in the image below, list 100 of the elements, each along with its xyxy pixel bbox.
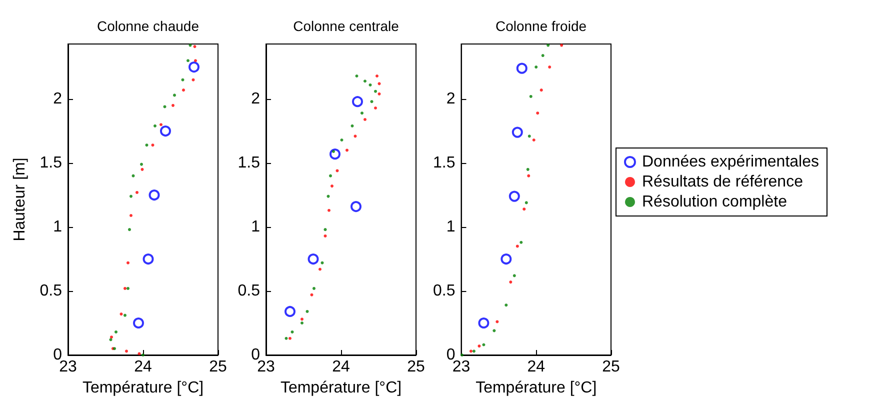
x-tick-label: 23 — [59, 358, 77, 376]
point — [154, 124, 156, 128]
x-axis-title: Température [°C] — [82, 379, 204, 396]
point — [540, 88, 543, 92]
point — [188, 44, 192, 47]
point — [324, 234, 327, 238]
point — [492, 329, 496, 332]
point — [469, 350, 472, 353]
y-tick-label: 2 — [446, 90, 456, 108]
point — [534, 66, 538, 69]
point — [308, 254, 319, 265]
point — [340, 138, 344, 142]
chart-title: Colonne chaude — [97, 18, 200, 34]
point — [350, 201, 362, 212]
point — [496, 320, 499, 324]
point — [532, 138, 536, 142]
point — [478, 344, 481, 348]
point — [138, 352, 141, 356]
point — [512, 274, 516, 278]
x-tick-label: 23 — [257, 358, 275, 376]
x-tick-label: 24 — [332, 358, 350, 376]
point — [355, 74, 358, 78]
point — [182, 88, 185, 92]
chart-title: Colonne froide — [495, 18, 587, 34]
x-tick-label: 25 — [209, 358, 227, 376]
y-tick-label: 0.5 — [238, 282, 260, 300]
point — [520, 240, 523, 244]
point — [526, 168, 530, 171]
point — [354, 134, 357, 138]
x-tick-label: 23 — [452, 358, 470, 376]
point — [288, 336, 292, 340]
y-tick-label: 0.5 — [40, 282, 62, 300]
point — [560, 44, 564, 47]
point — [368, 83, 372, 86]
point — [133, 318, 144, 328]
point — [172, 104, 174, 107]
point — [312, 286, 316, 290]
point — [126, 286, 130, 290]
point — [541, 54, 544, 58]
point — [120, 312, 123, 316]
point — [509, 280, 512, 284]
point — [536, 112, 540, 115]
point — [324, 228, 327, 232]
point — [193, 45, 196, 48]
y-tick-label: 1 — [53, 218, 62, 236]
point — [508, 190, 520, 202]
point — [173, 94, 176, 97]
point — [378, 92, 381, 96]
y-tick-label: 0.5 — [432, 282, 456, 300]
point — [109, 338, 112, 342]
point — [186, 59, 190, 62]
point — [290, 330, 294, 334]
x-tick-label: 24 — [134, 358, 152, 376]
y-tick-label: 1.5 — [40, 154, 62, 172]
point — [300, 322, 304, 325]
x-tick-label: 25 — [602, 358, 620, 376]
point — [326, 194, 330, 198]
y-tick-label: 2 — [53, 90, 62, 108]
point — [130, 214, 132, 217]
x-tick-label: 24 — [527, 358, 546, 376]
point — [374, 90, 377, 93]
point — [460, 354, 464, 356]
y-tick-label: 1.5 — [432, 154, 456, 172]
point — [360, 112, 364, 115]
x-tick-label: 25 — [407, 358, 425, 376]
point — [160, 126, 171, 137]
point — [529, 94, 532, 98]
point — [546, 44, 550, 47]
point — [194, 59, 197, 62]
point — [370, 100, 374, 104]
point — [126, 261, 130, 264]
point — [124, 314, 126, 317]
point — [364, 118, 366, 122]
point — [516, 62, 528, 74]
point — [110, 336, 113, 339]
y-tick-label: 1 — [446, 218, 456, 236]
legend-label: Résolution complète — [642, 194, 788, 210]
y-tick-label: 1.5 — [238, 154, 260, 172]
point — [130, 194, 132, 198]
point — [306, 310, 309, 313]
y-tick-label: 1 — [251, 218, 260, 236]
point — [329, 174, 332, 178]
point — [332, 150, 335, 154]
point — [318, 268, 322, 271]
point — [472, 350, 476, 353]
point — [346, 148, 348, 152]
point — [548, 66, 552, 69]
point — [320, 261, 324, 264]
x-axis-title: Température [°C] — [280, 379, 402, 396]
point — [142, 254, 154, 265]
point — [284, 306, 296, 317]
point — [528, 134, 531, 138]
point — [145, 144, 148, 147]
point — [516, 244, 519, 248]
point — [188, 62, 200, 73]
point — [124, 286, 126, 290]
point — [527, 174, 530, 178]
point — [142, 354, 144, 356]
point — [364, 80, 366, 83]
point — [151, 144, 154, 147]
